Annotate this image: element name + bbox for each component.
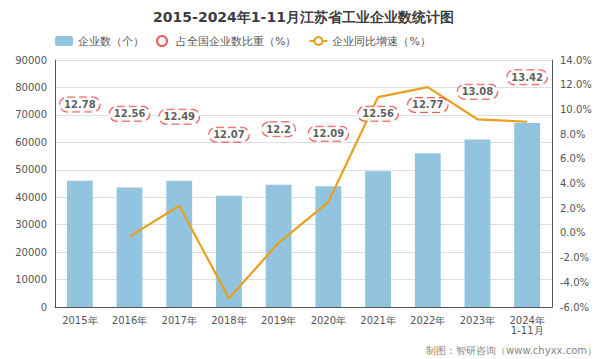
svg-text:企业同比增速（%）: 企业同比增速（%）: [332, 35, 430, 48]
svg-text:12.2: 12.2: [266, 124, 291, 135]
svg-text:2.0%: 2.0%: [560, 203, 585, 214]
svg-text:2022年: 2022年: [410, 315, 445, 326]
svg-text:2020年: 2020年: [311, 315, 346, 326]
svg-text:40000: 40000: [15, 192, 47, 203]
svg-text:4.0%: 4.0%: [560, 178, 585, 189]
svg-text:20000: 20000: [15, 247, 47, 258]
svg-text:制图：智研咨询（www.chyxx.com）: 制图：智研咨询（www.chyxx.com）: [426, 345, 597, 356]
svg-text:2024年: 2024年: [509, 314, 545, 326]
svg-text:2023年: 2023年: [460, 315, 495, 326]
svg-text:12.77: 12.77: [412, 99, 444, 110]
svg-text:-2.0%: -2.0%: [560, 252, 589, 263]
svg-text:12.09: 12.09: [313, 128, 345, 139]
svg-text:2017年: 2017年: [162, 315, 197, 326]
svg-text:12.56: 12.56: [362, 108, 394, 119]
svg-text:70000: 70000: [15, 109, 47, 120]
svg-text:-4.0%: -4.0%: [560, 277, 589, 288]
svg-text:2015-2024年1-11月江苏省工业企业数统计图: 2015-2024年1-11月江苏省工业企业数统计图: [153, 9, 454, 25]
svg-text:13.42: 13.42: [511, 72, 543, 83]
svg-text:60000: 60000: [15, 137, 47, 148]
svg-text:12.49: 12.49: [163, 111, 195, 122]
svg-text:80000: 80000: [15, 82, 47, 93]
svg-text:6.0%: 6.0%: [560, 153, 585, 164]
svg-text:0.0%: 0.0%: [560, 227, 585, 238]
svg-text:10000: 10000: [15, 274, 47, 285]
svg-text:2016年: 2016年: [112, 315, 147, 326]
svg-text:12.56: 12.56: [114, 108, 146, 119]
svg-text:10.0%: 10.0%: [560, 104, 592, 115]
svg-text:0: 0: [41, 302, 47, 313]
svg-text:12.07: 12.07: [213, 129, 245, 140]
svg-text:2021年: 2021年: [360, 315, 395, 326]
svg-text:企业数（个）: 企业数（个）: [78, 35, 144, 48]
svg-text:13.08: 13.08: [462, 86, 494, 97]
svg-text:90000: 90000: [15, 55, 47, 66]
svg-text:30000: 30000: [15, 219, 47, 230]
svg-text:8.0%: 8.0%: [560, 129, 585, 140]
svg-text:2019年: 2019年: [261, 315, 296, 326]
svg-text:占全国企业数比重（%）: 占全国企业数比重（%）: [176, 35, 296, 48]
svg-text:14.0%: 14.0%: [560, 55, 592, 66]
svg-text:1-11月: 1-11月: [511, 325, 544, 336]
svg-text:50000: 50000: [15, 164, 47, 175]
svg-text:2018年: 2018年: [211, 315, 246, 326]
svg-text:-6.0%: -6.0%: [560, 302, 589, 313]
svg-text:2015年: 2015年: [62, 315, 97, 326]
svg-text:12.0%: 12.0%: [560, 79, 592, 90]
svg-text:12.78: 12.78: [64, 99, 96, 110]
